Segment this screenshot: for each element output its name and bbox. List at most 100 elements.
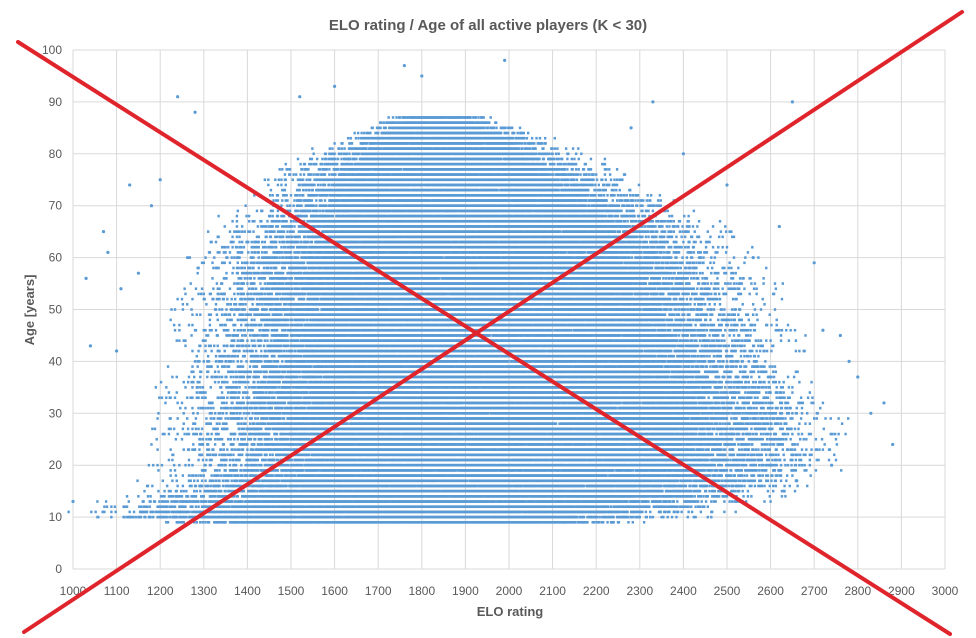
scatter-point: [179, 515, 183, 519]
scatter-point: [690, 505, 693, 509]
scatter-point: [224, 489, 227, 493]
scatter-point: [214, 489, 218, 493]
scatter-point: [662, 515, 665, 519]
scatter-point: [113, 505, 117, 509]
scatter-point: [690, 495, 694, 498]
scatter-point: [213, 515, 217, 519]
scatter-point: [217, 505, 220, 509]
scatter-point: [221, 479, 225, 483]
scatter-point: [519, 510, 522, 514]
scatter-point: [567, 520, 570, 524]
scatter-point: [97, 515, 100, 519]
scatter-point: [627, 520, 630, 524]
scatter-point: [634, 515, 637, 519]
scatter-point: [158, 510, 161, 514]
scatter-point: [226, 510, 229, 514]
scatter-point: [717, 495, 721, 498]
scatter-point: [740, 484, 744, 488]
scatter-point: [465, 479, 469, 483]
scatter-point: [274, 505, 277, 509]
scatter-point: [750, 484, 753, 488]
scatter-point: [143, 510, 146, 514]
scatter-point: [236, 495, 240, 498]
scatter-point: [680, 510, 683, 514]
scatter-point: [609, 505, 613, 509]
scatter-point: [197, 500, 200, 503]
scatter-point: [766, 479, 770, 483]
scatter-point: [242, 489, 246, 493]
scatter-point: [209, 510, 212, 514]
scatter-point: [684, 484, 688, 488]
scatter-point: [629, 515, 633, 519]
scatter-point: [176, 484, 179, 488]
scatter-point: [199, 489, 202, 493]
scatter-point: [163, 495, 166, 498]
scatter-point: [607, 505, 610, 509]
scatter-point: [611, 510, 614, 514]
scatter-point: [605, 515, 608, 519]
scatter-point: [304, 505, 308, 509]
scatter-point: [200, 479, 204, 483]
scatter-point: [705, 484, 709, 488]
scatter-point: [693, 495, 696, 498]
scatter-point: [713, 489, 716, 493]
scatter-point: [704, 489, 708, 493]
scatter-point: [268, 505, 272, 509]
scatter-point: [202, 495, 205, 498]
scatter-point: [281, 474, 284, 477]
scatter-point: [145, 505, 149, 509]
scatter-point: [185, 515, 188, 519]
scatter-point: [110, 505, 113, 509]
scatter-point: [197, 474, 200, 477]
scatter-point: [255, 489, 259, 493]
scatter-point: [180, 495, 184, 498]
scatter-point: [196, 479, 199, 483]
scatter-point: [161, 505, 165, 509]
scatter-point: [788, 484, 791, 488]
scatter-point: [557, 520, 560, 524]
scatter-point: [486, 510, 489, 514]
scatter-point: [152, 515, 155, 519]
scatter-point: [150, 510, 153, 514]
scatter-point: [165, 505, 169, 509]
scatter-point: [731, 500, 734, 503]
scatter-point: [114, 510, 117, 514]
scatter-point: [586, 515, 589, 519]
scatter-point: [204, 479, 207, 483]
scatter-point: [554, 520, 558, 524]
scatter-point: [103, 505, 106, 509]
scatter-point: [540, 520, 543, 524]
scatter-point: [295, 515, 298, 519]
scatter-point: [597, 520, 601, 524]
scatter-point: [296, 515, 300, 519]
scatter-point: [195, 510, 199, 514]
scatter-point: [158, 515, 161, 519]
scatter-point: [604, 510, 607, 514]
scatter-point: [645, 515, 648, 519]
scatter-point: [586, 520, 589, 524]
scatter-point: [714, 500, 717, 503]
scatter-point: [766, 489, 770, 493]
scatter-point: [193, 489, 196, 493]
scatter-point: [161, 515, 165, 519]
scatter-point: [240, 510, 244, 514]
scatter-point: [753, 479, 757, 483]
scatter-point: [205, 500, 208, 503]
scatter-point: [710, 515, 713, 519]
scatter-point: [175, 489, 178, 493]
scatter-point: [194, 474, 198, 477]
scatter-point: [194, 495, 198, 498]
scatter-point: [139, 505, 143, 509]
scatter-point: [201, 520, 205, 524]
scatter-point: [574, 520, 577, 524]
scatter-point: [727, 484, 730, 488]
scatter-point: [676, 505, 679, 509]
scatter-point: [172, 505, 175, 509]
scatter-point: [294, 474, 297, 477]
scatter-point: [218, 520, 221, 524]
scatter-point: [202, 474, 205, 477]
scatter-point: [769, 500, 772, 503]
scatter-point: [576, 520, 580, 524]
scatter-point: [660, 484, 663, 488]
scatter-point: [746, 489, 750, 493]
